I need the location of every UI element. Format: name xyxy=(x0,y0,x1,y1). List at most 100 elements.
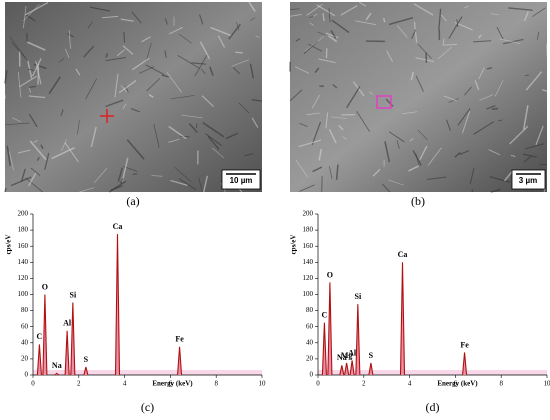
y-tick-label: 200 xyxy=(18,210,29,218)
texture xyxy=(231,59,250,67)
texture xyxy=(474,80,480,91)
x-tick-label: 0 xyxy=(316,380,320,388)
texture xyxy=(331,19,350,34)
texture xyxy=(68,30,71,49)
texture xyxy=(168,125,187,140)
x-tick-label: 4 xyxy=(123,380,127,388)
peak-label: O xyxy=(42,282,48,291)
texture xyxy=(299,122,308,127)
texture xyxy=(174,166,192,183)
texture xyxy=(497,119,503,122)
texture xyxy=(195,123,198,129)
texture xyxy=(289,13,302,17)
x-tick-label: 0 xyxy=(31,380,35,388)
texture xyxy=(168,26,183,35)
texture xyxy=(402,111,418,115)
peak xyxy=(64,330,70,376)
texture xyxy=(525,143,544,150)
x-tick-label: 6 xyxy=(454,380,458,388)
texture xyxy=(126,139,145,160)
peak-label: Ca xyxy=(398,250,408,259)
texture xyxy=(122,103,127,110)
peak-label: Fe xyxy=(175,335,184,344)
texture xyxy=(494,80,504,97)
peak-label: Mg xyxy=(341,351,353,360)
texture xyxy=(105,57,126,62)
texture xyxy=(164,18,168,25)
texture xyxy=(382,183,391,193)
texture xyxy=(386,50,394,63)
texture xyxy=(191,62,207,65)
y-tick-label: 40 xyxy=(21,338,29,346)
texture xyxy=(146,42,152,61)
texture xyxy=(415,75,424,92)
texture xyxy=(478,34,482,39)
texture xyxy=(9,36,26,58)
texture xyxy=(131,11,142,24)
texture xyxy=(212,147,224,159)
panel-label: (b) xyxy=(411,194,425,208)
texture xyxy=(289,8,300,11)
texture xyxy=(22,4,40,22)
texture xyxy=(328,166,333,179)
texture xyxy=(108,180,127,193)
texture xyxy=(36,156,40,161)
texture xyxy=(12,117,22,123)
texture xyxy=(478,67,485,80)
texture xyxy=(6,145,12,166)
texture xyxy=(327,35,338,43)
texture xyxy=(491,107,499,110)
texture xyxy=(490,13,500,15)
texture xyxy=(64,48,70,58)
y-axis-label: cps/eV xyxy=(290,235,298,255)
texture xyxy=(486,67,493,70)
texture xyxy=(464,5,470,9)
texture xyxy=(209,66,214,76)
texture xyxy=(44,153,50,170)
texture xyxy=(522,105,529,130)
x-tick-label: 8 xyxy=(214,380,218,388)
texture xyxy=(409,138,414,142)
texture xyxy=(87,21,93,29)
texture xyxy=(325,112,329,129)
texture xyxy=(489,176,511,183)
texture xyxy=(456,19,459,28)
texture xyxy=(502,38,524,45)
texture xyxy=(448,16,463,39)
texture xyxy=(30,167,41,176)
texture xyxy=(446,119,451,131)
texture xyxy=(228,23,241,40)
texture xyxy=(8,151,14,171)
texture xyxy=(508,7,533,11)
texture xyxy=(31,58,42,77)
scale-bar-label: 10 µm xyxy=(230,176,253,185)
texture xyxy=(355,20,377,26)
texture xyxy=(210,26,232,37)
x-tick-label: 8 xyxy=(499,380,503,388)
texture xyxy=(318,148,323,161)
texture xyxy=(340,5,358,16)
texture xyxy=(122,45,134,55)
texture xyxy=(17,72,22,98)
texture xyxy=(238,102,250,114)
texture xyxy=(119,178,124,184)
texture xyxy=(524,74,529,77)
texture xyxy=(306,112,321,116)
peak xyxy=(54,372,60,376)
texture xyxy=(251,99,263,102)
peak-label: Ca xyxy=(113,222,123,231)
y-tick-label: 140 xyxy=(303,258,314,266)
texture xyxy=(488,149,501,156)
texture xyxy=(67,33,75,38)
peak xyxy=(83,366,89,376)
texture xyxy=(308,43,323,52)
texture xyxy=(299,184,315,192)
peak-label: S xyxy=(84,355,89,364)
texture xyxy=(61,139,68,152)
texture xyxy=(10,176,32,187)
texture xyxy=(33,140,38,143)
texture xyxy=(170,179,188,186)
texture xyxy=(338,124,344,131)
texture xyxy=(441,14,447,22)
